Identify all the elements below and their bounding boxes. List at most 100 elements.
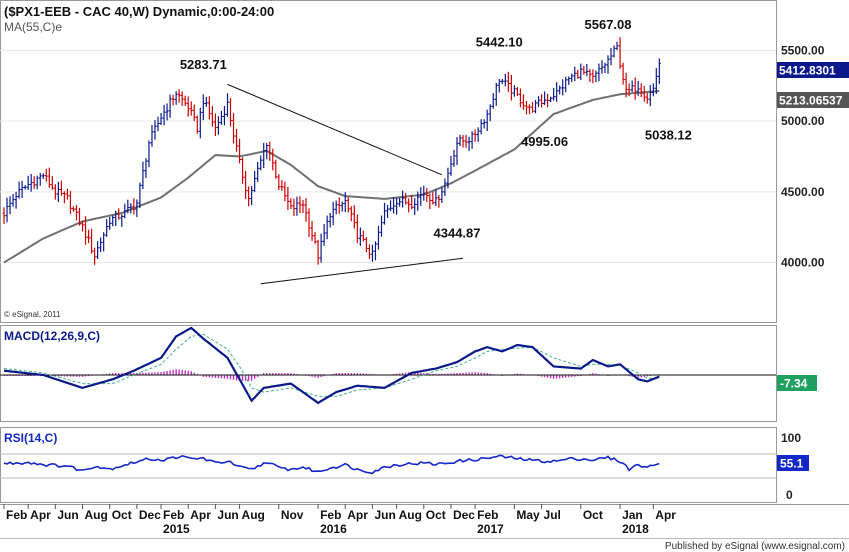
candle [482,119,486,129]
candle [186,96,190,117]
candle [404,192,408,205]
candle [431,191,435,205]
candle [132,198,136,215]
candle [401,190,405,208]
candle [84,216,88,245]
candle [364,237,368,253]
macd-panel-frame [0,325,777,422]
candle [99,237,103,253]
candle [162,104,166,126]
candle [389,200,393,212]
candle [355,214,359,244]
price-tick-label: 5500.00 [781,43,825,57]
candle [180,91,184,106]
candle [621,62,625,85]
macd-series-group [0,326,776,405]
candle [256,161,260,182]
candle [292,198,296,216]
publisher-credit: Published by eSignal (www.esignal.com) [665,541,845,552]
candle [585,63,589,77]
candle [78,207,81,226]
x-month-label: Jun [217,508,238,522]
x-month-label: May [516,508,540,522]
price-annotation: 4344.87 [434,226,481,241]
candle [177,89,181,103]
candle [244,170,248,200]
candle [222,106,226,126]
candle [14,191,18,209]
candle [322,223,326,246]
candle [361,230,365,242]
candle [446,167,450,189]
candle [464,134,468,148]
candle [440,187,444,204]
candle [259,155,263,171]
candle [74,205,78,221]
candle [376,225,380,250]
x-month-label: Feb [320,508,341,522]
candle [129,203,133,214]
candle [531,101,534,113]
candle [512,85,516,97]
candle [651,83,655,97]
candle [53,184,57,200]
candle [582,65,586,75]
candle [567,76,571,85]
candle [87,229,91,244]
candle [509,74,513,101]
candle [645,93,649,104]
candle [138,182,142,209]
candle [452,149,456,167]
x-month-label: Jun [374,508,395,522]
candle [271,148,275,171]
candle [65,188,69,200]
candle [20,180,24,199]
candle [657,58,661,85]
candle [195,115,199,134]
candle [310,220,314,241]
candle [56,181,60,203]
x-month-label: Feb [477,508,498,522]
candle [612,45,616,58]
candle [2,207,6,224]
candle [558,85,562,95]
candle [38,172,42,186]
candle [349,206,353,222]
candle [476,127,480,142]
candle [540,94,544,108]
x-month-label: Aug [85,508,108,522]
candle [265,143,269,160]
x-month-label: Apr [347,508,368,522]
candle [543,91,547,105]
candle [624,72,628,98]
candle [561,79,565,96]
candle [346,197,350,213]
candle [488,104,492,122]
candle [126,199,130,214]
x-month-label: Nov [281,508,304,522]
candle [17,181,21,199]
candle [367,244,371,260]
candle [168,94,172,118]
candle [90,228,94,254]
price-tick-label: 5000.00 [781,114,825,128]
candle [497,78,501,93]
candle [253,170,257,193]
candle [455,137,459,166]
candle [229,98,232,127]
candle [392,197,396,214]
candle [313,232,317,244]
candle [216,116,220,135]
x-month-label: Apr [655,508,676,522]
price-annotation: 5567.08 [585,17,632,32]
candle [591,69,595,84]
candle [461,135,465,148]
candle [383,202,387,225]
last-price-value: 5412.8301 [779,64,836,78]
candle [23,185,27,190]
candle [283,181,287,202]
candle [506,71,510,92]
ma-label: MA(55,C)e [4,20,62,34]
candle [395,197,399,215]
candle [204,96,208,107]
